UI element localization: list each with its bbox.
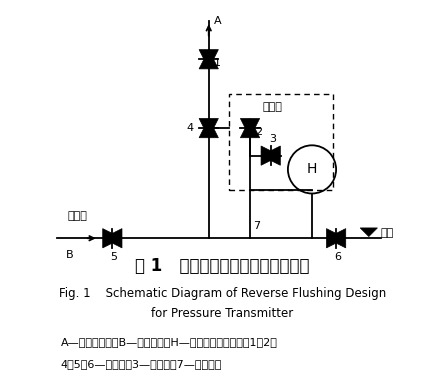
Text: 7: 7 (254, 221, 261, 231)
Polygon shape (199, 50, 218, 69)
Text: 5: 5 (110, 252, 117, 262)
Text: A: A (214, 16, 222, 26)
Text: A—接过程压力；B—接反冲水；H—压力变送器高压侧；1、2、: A—接过程压力；B—接反冲水；H—压力变送器高压侧；1、2、 (61, 337, 278, 346)
Text: 6: 6 (334, 252, 341, 262)
Text: 1: 1 (214, 58, 221, 68)
Bar (229, 94, 333, 190)
Text: 二阀组: 二阀组 (262, 102, 282, 112)
Polygon shape (103, 229, 122, 248)
Polygon shape (360, 228, 377, 236)
Polygon shape (261, 146, 280, 165)
Polygon shape (199, 118, 218, 138)
Polygon shape (240, 118, 260, 138)
Text: 4、5、6—截止阀；3—排污阀；7—排污丝堵: 4、5、6—截止阀；3—排污阀；7—排污丝堵 (61, 359, 222, 369)
Polygon shape (199, 50, 218, 69)
Text: 2: 2 (255, 127, 263, 137)
Text: H: H (307, 163, 317, 176)
Text: 反冲水: 反冲水 (68, 211, 88, 221)
Polygon shape (199, 118, 218, 138)
Text: 地漏: 地漏 (381, 228, 394, 238)
Polygon shape (261, 146, 280, 165)
Text: B: B (66, 250, 73, 260)
Text: Fig. 1    Schematic Diagram of Reverse Flushing Design: Fig. 1 Schematic Diagram of Reverse Flus… (59, 287, 386, 300)
Text: 4: 4 (186, 123, 193, 133)
Text: 3: 3 (269, 134, 276, 144)
Polygon shape (240, 118, 260, 138)
Text: 图 1   压力变送器反冲水设计示意图: 图 1 压力变送器反冲水设计示意图 (135, 257, 310, 275)
Text: for Pressure Transmitter: for Pressure Transmitter (151, 308, 294, 320)
Polygon shape (103, 229, 122, 248)
Polygon shape (327, 229, 346, 248)
Polygon shape (327, 229, 346, 248)
